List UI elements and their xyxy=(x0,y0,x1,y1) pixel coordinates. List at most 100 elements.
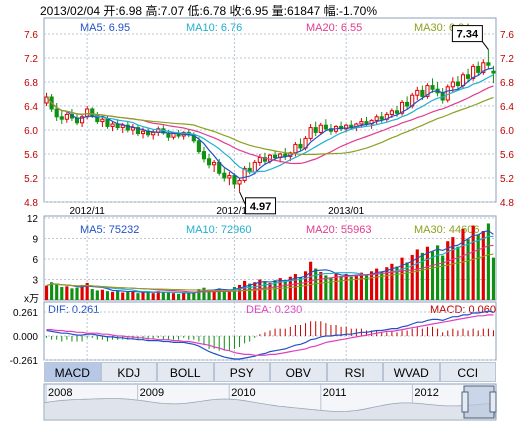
volume-bar xyxy=(227,289,231,300)
candle-body xyxy=(135,127,141,135)
candle-body xyxy=(227,175,232,179)
macd-tick-label: 0.261 xyxy=(13,308,38,319)
macd-tick-label: 0.000 xyxy=(13,332,38,343)
tab-wvad[interactable]: WVAD xyxy=(383,362,440,382)
volume-ma20-label: MA20: 55963 xyxy=(306,224,372,236)
volume-bar xyxy=(298,277,303,300)
volume-bar xyxy=(273,280,277,300)
volume-bar xyxy=(136,293,140,300)
volume-bar xyxy=(192,291,196,300)
volume-ma5-line xyxy=(46,230,494,294)
volume-bar xyxy=(110,291,115,300)
candle-body xyxy=(222,172,227,179)
candle-body xyxy=(64,113,69,120)
volume-bar xyxy=(60,287,64,300)
annotation-box xyxy=(451,25,483,43)
low-value: 6.78 xyxy=(202,4,227,18)
price-ma5-line xyxy=(46,67,494,179)
tab-rsi[interactable]: RSI xyxy=(326,362,383,382)
volume-bar xyxy=(349,276,353,300)
volume-bar xyxy=(90,289,94,300)
volume-bar xyxy=(95,290,99,300)
tab-psy[interactable]: PSY xyxy=(213,362,270,382)
candle-body xyxy=(206,158,212,166)
tab-obv[interactable]: OBV xyxy=(270,362,327,382)
volume-bar xyxy=(410,254,414,300)
change-label: 幅: xyxy=(323,4,339,18)
volume-bar xyxy=(197,289,201,300)
candle-body xyxy=(460,74,466,87)
candle-body xyxy=(486,62,491,66)
close-value: 6.95 xyxy=(244,4,269,18)
candle-body xyxy=(95,115,100,123)
navigator-right-handle[interactable] xyxy=(489,391,497,413)
volume-bar xyxy=(222,290,226,300)
price-tick-left: 5.6 xyxy=(24,150,38,161)
tab-boll[interactable]: BOLL xyxy=(157,362,214,382)
tab-macd[interactable]: MACD xyxy=(44,362,101,382)
volume-bar xyxy=(283,280,287,300)
candle-body xyxy=(425,85,430,97)
candle-body xyxy=(262,157,267,162)
candle-body xyxy=(471,65,476,79)
volume-bar xyxy=(405,262,409,300)
candle-body xyxy=(445,86,450,101)
candle-body xyxy=(359,121,364,125)
candle-body xyxy=(389,110,394,115)
volume-bar xyxy=(334,273,338,300)
volume-bar xyxy=(390,263,394,300)
price-tick-left: 7.6 xyxy=(24,30,38,41)
candle-body xyxy=(140,130,146,135)
candle-body xyxy=(405,101,410,107)
volume-bar xyxy=(324,275,328,300)
volume-bar xyxy=(126,291,130,300)
close-label: 收: xyxy=(229,4,245,18)
navigator-year-label: 2012 xyxy=(414,387,438,399)
quote-header: 2013/02/04 开:6.98 高:7.07 低:6.78 收:6.95 量… xyxy=(40,2,377,19)
tab-kdj[interactable]: KDJ xyxy=(100,362,157,382)
volume-bar xyxy=(446,241,450,300)
price-tick-right: 5.6 xyxy=(500,150,514,161)
volume-bar xyxy=(50,282,54,300)
candle-body xyxy=(450,81,455,88)
price-tick-left: 5.2 xyxy=(24,174,38,185)
volume-bar xyxy=(288,276,292,300)
low-price-annotation: 4.97 xyxy=(250,201,271,213)
price-tick-right: 7.2 xyxy=(500,54,514,65)
volume-bar xyxy=(375,268,379,300)
volume-bar xyxy=(339,276,343,300)
price-tick-right: 6.4 xyxy=(500,102,514,113)
open-label: 开: xyxy=(103,4,119,18)
volume-bar xyxy=(441,255,445,300)
volume-bar xyxy=(237,284,242,300)
candle-body xyxy=(125,124,130,131)
candle-body xyxy=(379,116,384,120)
price-tick-right: 4.8 xyxy=(500,198,514,209)
volume-bar xyxy=(161,292,165,300)
volume-bar xyxy=(116,290,120,300)
candle-body xyxy=(374,116,379,121)
dif-line xyxy=(46,310,494,360)
volume-ma10-line xyxy=(46,235,494,294)
annotation-box xyxy=(245,197,277,215)
volume-bar xyxy=(207,289,211,300)
tab-cci[interactable]: CCI xyxy=(439,362,496,382)
volume-bar xyxy=(65,286,69,300)
candle-body xyxy=(120,124,125,129)
price-tick-left: 4.8 xyxy=(24,198,38,209)
volume-bar xyxy=(471,225,475,300)
candle-body xyxy=(130,127,135,131)
volume-bar xyxy=(415,249,419,300)
candle-body xyxy=(59,116,64,120)
candle-body xyxy=(293,143,298,154)
volume-bar xyxy=(248,283,252,300)
navigator-year-label: 2011 xyxy=(323,387,347,399)
candle-body xyxy=(80,116,85,124)
candle-body xyxy=(399,101,405,114)
price-tick-right: 7.6 xyxy=(500,30,514,41)
high-value: 7.07 xyxy=(160,4,185,18)
volume-bar xyxy=(430,251,435,300)
low-label: 低: xyxy=(187,4,203,18)
candle-body xyxy=(313,127,318,133)
navigator-left-handle[interactable] xyxy=(461,391,469,413)
